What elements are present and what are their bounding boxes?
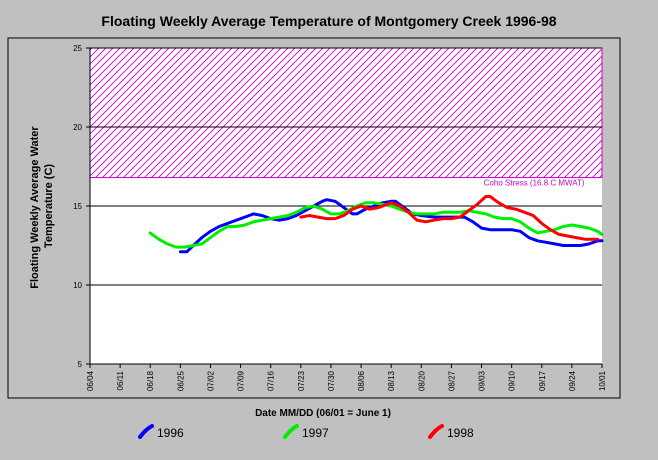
coho-stress-zone <box>89 47 603 179</box>
x-tick-label: 07/09 <box>237 370 246 391</box>
x-tick-label: 09/03 <box>478 370 487 391</box>
legend-label-1998: 1998 <box>447 426 474 440</box>
x-tick-label: 07/30 <box>327 370 336 391</box>
gridlines <box>90 47 602 286</box>
x-tick-label: 08/06 <box>357 370 366 391</box>
series-lines <box>148 195 604 254</box>
x-axis-label: Date MM/DD (06/01 = June 1) <box>255 408 391 419</box>
y-tick-label: 15 <box>73 202 82 211</box>
x-tick-label: 10/01 <box>598 370 607 391</box>
y-tick-label: 25 <box>73 44 82 53</box>
y-tick-label: 20 <box>73 123 82 132</box>
legend-label-1997: 1997 <box>302 426 329 440</box>
x-tick-label: 06/18 <box>146 370 155 391</box>
x-tick-label: 08/27 <box>447 370 456 391</box>
x-tick-label: 07/23 <box>297 370 306 391</box>
chart-title: Floating Weekly Average Temperature of M… <box>101 13 556 29</box>
series-line-1997 <box>148 201 604 249</box>
legend-swatch-1997 <box>283 424 299 439</box>
y-tick-label: 5 <box>78 360 83 369</box>
coho-stress-label: Coho Stress (16.8 C MWAT) <box>484 179 585 188</box>
y-axis-label-line-1: Floating Weekly Average Water <box>29 126 41 289</box>
legend: 1996 1997 1998 <box>138 424 474 440</box>
x-tick-label: 08/20 <box>417 370 426 391</box>
y-axis-label: Floating Weekly Average Water Temperatur… <box>29 123 55 288</box>
legend-swatch-1998 <box>428 424 444 439</box>
x-tick-label: 09/24 <box>568 370 577 391</box>
x-tick-label: 06/25 <box>176 370 185 391</box>
x-tick-label: 06/04 <box>86 370 95 391</box>
legend-label-1996: 1996 <box>157 426 184 440</box>
x-tick-label: 09/17 <box>538 370 547 391</box>
x-tick-label: 09/10 <box>508 370 517 391</box>
x-tick-label: 08/13 <box>387 370 396 391</box>
x-tick-label: 06/11 <box>116 370 125 390</box>
legend-swatch-1996 <box>138 424 154 439</box>
series-line-1996 <box>178 198 604 254</box>
x-axis-ticks: 06/04 06/11 06/18 06/25 07/02 07/09 07/16 07/23… <box>86 364 607 391</box>
x-tick-label: 07/16 <box>267 370 276 391</box>
y-axis-ticks: 5 10 15 20 25 <box>73 44 90 369</box>
y-axis-label-line-2: Temperature (C) <box>43 164 55 248</box>
series-line-1998 <box>299 195 600 241</box>
x-tick-label: 07/02 <box>206 370 215 391</box>
y-tick-label: 10 <box>73 281 82 290</box>
